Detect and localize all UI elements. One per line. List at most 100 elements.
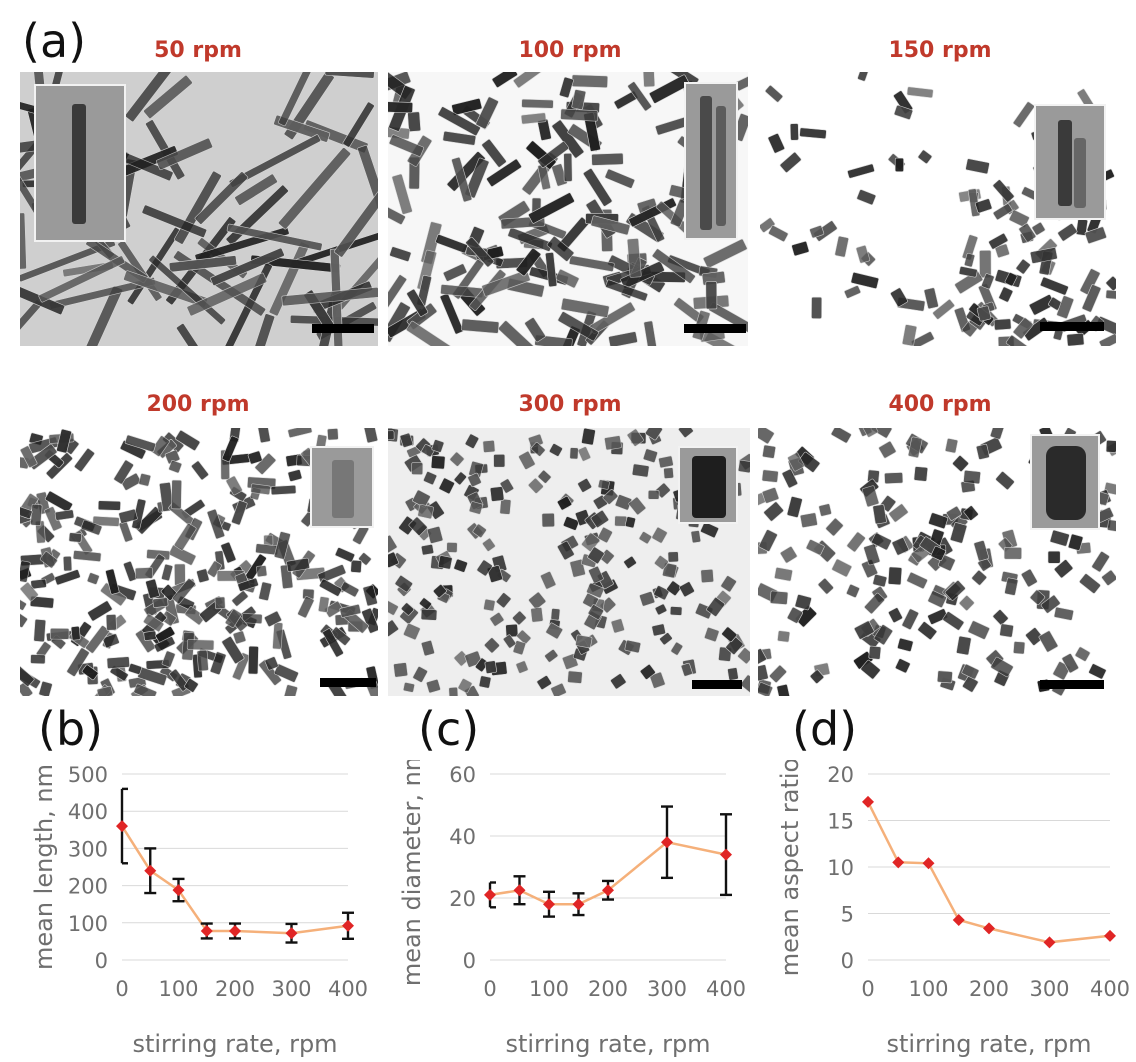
nanorod [873, 624, 893, 646]
nanorod [1105, 289, 1116, 300]
nanorod [768, 225, 789, 242]
micrograph-label-50rpm: 50 rpm [154, 38, 242, 63]
nanorod [516, 629, 532, 645]
x-axis-label: stirring rate, rpm [886, 1030, 1091, 1058]
nanorod [844, 285, 861, 299]
nanorod [854, 620, 875, 640]
y-tick-label: 500 [68, 763, 108, 787]
nanorod [319, 578, 343, 597]
nanorod [438, 477, 455, 495]
nanorod [913, 466, 928, 482]
nanorod [286, 557, 310, 572]
nanorod [998, 286, 1014, 303]
nanorod [679, 581, 695, 597]
nanorod [702, 238, 748, 269]
nanorod [862, 485, 880, 508]
nanorod [1105, 276, 1116, 291]
nanorod [860, 659, 881, 680]
nanorod [988, 233, 1009, 250]
nanorod [786, 496, 803, 518]
nanorod [221, 435, 239, 462]
nanorod [237, 577, 259, 592]
nanorod [72, 550, 102, 562]
nanorod [225, 475, 243, 496]
x-tick-label: 100 [529, 977, 569, 1001]
nanorod [437, 555, 453, 570]
nanorod [890, 287, 908, 308]
nanorod [590, 215, 631, 236]
nanorod [990, 428, 1005, 440]
nanorod [1040, 276, 1069, 296]
nanorod [524, 317, 546, 343]
nanorod [102, 633, 120, 649]
nanorod [906, 86, 934, 99]
nanorod [191, 460, 209, 481]
nanorod [70, 625, 81, 641]
nanorod [388, 551, 399, 568]
nanorod [496, 592, 512, 609]
nanorod [642, 448, 658, 463]
nanorod [973, 540, 989, 562]
nanorod [700, 568, 714, 584]
nanorod [499, 498, 512, 515]
nanorod [515, 660, 529, 674]
nanorod [20, 665, 35, 687]
nanorod [412, 489, 431, 508]
data-point [572, 898, 585, 911]
nanorod [118, 520, 134, 543]
nanorod [597, 526, 613, 544]
nanorod [317, 564, 347, 584]
nanorod [407, 111, 421, 132]
nanorod [430, 455, 446, 470]
nanorod [1029, 589, 1046, 605]
nanorod [639, 591, 656, 607]
nanorod [388, 201, 406, 225]
nanorod [550, 682, 567, 696]
nanorod [324, 600, 343, 618]
nanorod [544, 649, 559, 663]
nanorod [1056, 295, 1074, 319]
nanorod [654, 555, 669, 570]
nanorod [537, 470, 552, 484]
nanorod [591, 152, 624, 166]
nanorod [974, 198, 993, 214]
nanorod [608, 331, 638, 346]
nanorod [124, 434, 156, 453]
nanorod [68, 532, 82, 543]
nanorod [1084, 226, 1107, 244]
data-point [661, 836, 673, 849]
panel-label-d: (d) [792, 702, 858, 756]
inset-150rpm [1034, 104, 1106, 220]
nanorod [278, 72, 333, 127]
nanorod [30, 503, 43, 526]
nanorod [86, 572, 100, 585]
nanorod [54, 569, 81, 586]
nanorod [932, 299, 955, 320]
nanorod [586, 582, 605, 599]
nanorod [54, 509, 75, 521]
nanorod [134, 567, 153, 580]
nanorod [322, 628, 344, 658]
nanorod [232, 652, 251, 681]
nanorod [143, 75, 193, 119]
nanorod [642, 72, 656, 88]
nanorod [20, 239, 116, 283]
nanorod [956, 635, 972, 656]
nanorod [651, 248, 696, 284]
nanorod [740, 674, 750, 694]
nanorod [184, 606, 206, 626]
nanorod [767, 133, 785, 154]
nanorod [442, 130, 477, 146]
nanorod [256, 565, 268, 578]
nanorod [979, 250, 992, 279]
nanorod [888, 503, 909, 523]
nanorod [20, 613, 28, 628]
nanorod [590, 510, 609, 528]
nanorod [318, 596, 330, 613]
nanorod [388, 430, 395, 441]
data-point [342, 919, 354, 932]
nanorod [952, 455, 969, 472]
micrograph-150rpm [760, 72, 1116, 346]
scale-bar [1040, 680, 1104, 689]
micrograph-label-100rpm: 100 rpm [518, 38, 622, 63]
